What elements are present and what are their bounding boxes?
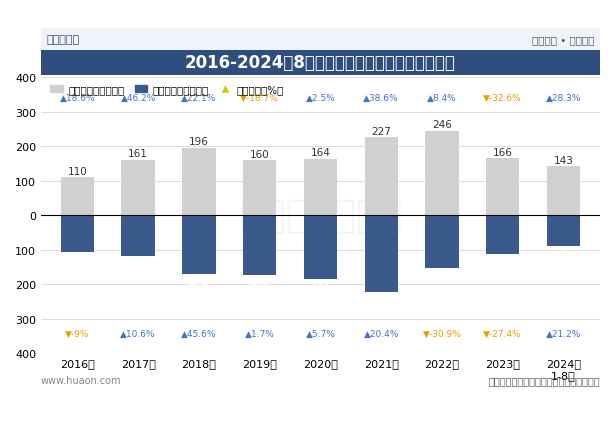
Text: ▼-18.7%: ▼-18.7%	[240, 94, 279, 103]
Text: 110: 110	[68, 167, 87, 177]
Text: ▲10.6%: ▲10.6%	[121, 329, 156, 338]
Text: 164: 164	[311, 148, 330, 158]
Bar	[243, 161, 276, 216]
Bar	[365, 138, 398, 216]
Text: 143: 143	[554, 155, 573, 165]
Text: ▲8.4%: ▲8.4%	[427, 94, 457, 103]
Text: 88: 88	[557, 248, 570, 258]
Text: ▲20.4%: ▲20.4%	[363, 329, 399, 338]
Bar	[61, 178, 94, 216]
Bar	[243, 216, 276, 276]
Text: 专业严谨 • 客观科学: 专业严谨 • 客观科学	[532, 35, 595, 45]
Text: ▼-9%: ▼-9%	[65, 329, 90, 338]
Bar	[426, 131, 459, 216]
Bar	[426, 216, 459, 268]
Text: ▲18.6%: ▲18.6%	[60, 94, 95, 103]
Text: 221: 221	[371, 294, 391, 303]
Text: 171: 171	[189, 276, 209, 286]
Text: ▲5.7%: ▲5.7%	[306, 329, 335, 338]
Bar	[61, 216, 94, 252]
Text: ▼-32.6%: ▼-32.6%	[483, 94, 522, 103]
Text: ▼-27.4%: ▼-27.4%	[483, 329, 522, 338]
Text: 152: 152	[432, 270, 452, 279]
Text: 华经情报网: 华经情报网	[47, 35, 80, 45]
Bar	[122, 161, 155, 216]
Bar	[547, 216, 580, 246]
Bar	[182, 148, 216, 216]
Text: ▲46.2%: ▲46.2%	[121, 94, 156, 103]
Bar	[41, 51, 600, 75]
Text: www.huaon.com: www.huaon.com	[41, 376, 122, 386]
Text: 173: 173	[250, 277, 269, 287]
Text: ▲38.6%: ▲38.6%	[363, 94, 399, 103]
Bar	[365, 216, 398, 292]
Text: ▲22.1%: ▲22.1%	[181, 94, 216, 103]
Text: 161: 161	[129, 149, 148, 159]
Text: 227: 227	[371, 127, 391, 136]
Text: 160: 160	[250, 150, 269, 159]
Bar	[486, 159, 520, 216]
Text: 华经产业研究院: 华经产业研究院	[239, 197, 402, 235]
Text: ▲2.5%: ▲2.5%	[306, 94, 335, 103]
Text: ▲28.3%: ▲28.3%	[546, 94, 581, 103]
Text: 183: 183	[311, 280, 330, 290]
Bar	[41, 29, 600, 51]
Bar	[304, 216, 337, 279]
Text: 2016-2024年8月陕西省外商投资企业进、出口额: 2016-2024年8月陕西省外商投资企业进、出口额	[185, 54, 456, 72]
Bar	[486, 216, 520, 254]
Text: 111: 111	[493, 256, 513, 265]
Text: ▲21.2%: ▲21.2%	[546, 329, 581, 338]
Text: 196: 196	[189, 137, 209, 147]
Text: ▼-30.9%: ▼-30.9%	[423, 329, 461, 338]
Bar	[304, 159, 337, 216]
Text: ▲45.6%: ▲45.6%	[181, 329, 216, 338]
Bar	[122, 216, 155, 256]
Text: 数据来源：中国海关；华经产业研究院整理: 数据来源：中国海关；华经产业研究院整理	[488, 376, 600, 386]
Bar	[182, 216, 216, 275]
Text: 246: 246	[432, 120, 452, 130]
Bar	[547, 167, 580, 216]
Text: 106: 106	[68, 254, 87, 264]
Text: ▲1.7%: ▲1.7%	[245, 329, 275, 338]
Text: 117: 117	[129, 258, 148, 268]
Legend: 出口总额（亿美元）, 进口总额（亿美元）, 同比增速（%）: 出口总额（亿美元）, 进口总额（亿美元）, 同比增速（%）	[46, 81, 288, 99]
Text: 166: 166	[493, 147, 513, 157]
